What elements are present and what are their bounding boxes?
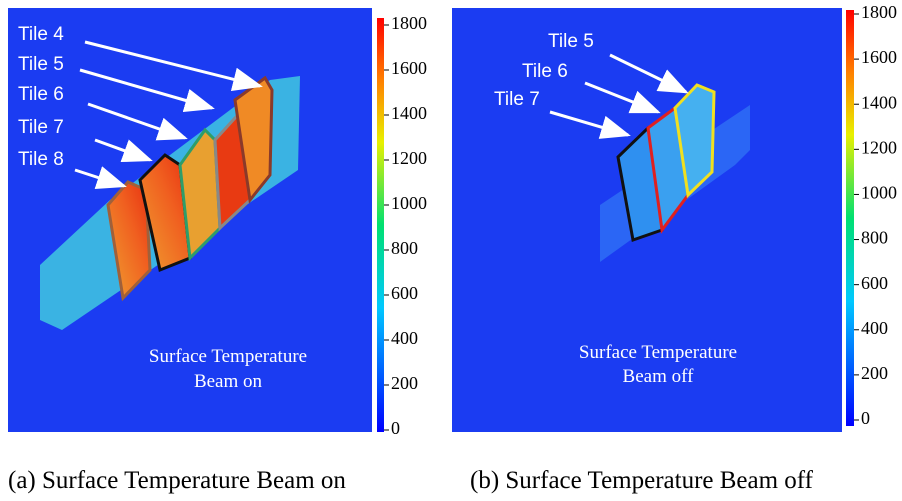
colorbar-tick-label: 0 <box>391 418 400 438</box>
colorbar-tick-label: 0 <box>861 408 870 428</box>
colorbar-tick-label: 1800 <box>391 13 427 33</box>
caption: (a) Surface Temperature Beam on <box>8 467 346 494</box>
tile-label: Tile 7 <box>18 117 64 138</box>
overlay-text: Surface Temperature <box>579 342 737 363</box>
tile-label: Tile 4 <box>18 24 64 45</box>
overlay-text: Beam off <box>623 366 695 387</box>
colorbar-tick-label: 800 <box>861 228 888 248</box>
colorbar-tick-label: 1200 <box>391 148 427 168</box>
tile-label: Tile 7 <box>494 89 540 110</box>
colorbar-tick-label: 1200 <box>861 137 897 157</box>
thermal-image-b: Tile 5 Tile 6 Tile 7 Surface Temperature… <box>452 8 842 432</box>
colorbar-tick-label: 400 <box>861 318 888 338</box>
tile-label: Tile 6 <box>18 84 64 105</box>
colorbar-tick-label: 200 <box>391 373 418 393</box>
overlay-text: Surface Temperature <box>149 346 307 367</box>
colorbar-tick-label: 1600 <box>861 47 897 67</box>
tile-label: Tile 8 <box>18 149 64 170</box>
colorbar-tick-label: 1600 <box>391 58 427 78</box>
tile-label: Tile 6 <box>522 61 568 82</box>
colorbar-tick-label: 1400 <box>391 103 427 123</box>
colorbar-tick-label: 600 <box>861 273 888 293</box>
colorbar-tick-label: 1800 <box>861 2 897 22</box>
colorbar <box>846 10 854 426</box>
colorbar-tick-label: 400 <box>391 328 418 348</box>
tile-label: Tile 5 <box>18 54 64 75</box>
caption: (b) Surface Temperature Beam off <box>470 467 814 494</box>
colorbar-tick-label: 800 <box>391 238 418 258</box>
colorbar-tick-label: 1400 <box>861 92 897 112</box>
colorbar-tick-label: 1000 <box>861 183 897 203</box>
colorbar-tick-label: 1000 <box>391 193 427 213</box>
thermal-image-a: Tile 4 Tile 5 Tile 6 Tile 7 Tile 8 Surfa… <box>8 8 372 432</box>
colorbar-tick-label: 200 <box>861 363 888 383</box>
colorbar <box>377 18 384 432</box>
colorbar-tick-label: 600 <box>391 283 418 303</box>
figure: Tile 4 Tile 5 Tile 6 Tile 7 Tile 8 Surfa… <box>0 0 902 501</box>
overlay-text: Beam on <box>194 371 263 392</box>
tile-label: Tile 5 <box>548 31 594 52</box>
